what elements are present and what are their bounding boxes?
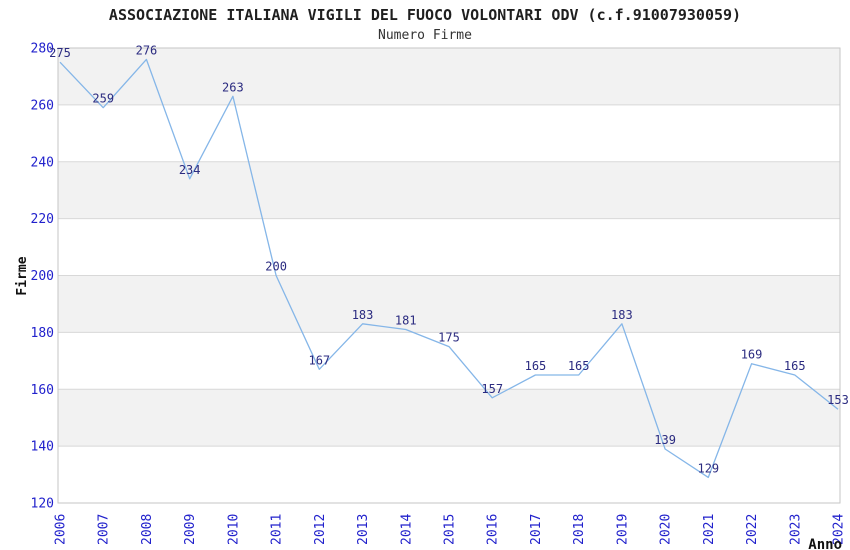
data-point-label: 263 xyxy=(222,80,244,94)
chart-subtitle: Numero Firme xyxy=(378,28,472,43)
grid-band xyxy=(58,48,840,105)
y-tick-label: 260 xyxy=(31,98,54,113)
y-tick-label: 280 xyxy=(31,42,54,57)
chart-title: ASSOCIAZIONE ITALIANA VIGILI DEL FUOCO V… xyxy=(108,6,742,24)
y-axis-label: Firme xyxy=(15,256,30,295)
plot-border-rect xyxy=(57,47,841,504)
x-tick-label: 2023 xyxy=(788,514,803,545)
plot-border xyxy=(57,47,841,504)
y-tick-label: 220 xyxy=(31,212,54,227)
x-tick-label: 2024 xyxy=(832,514,847,545)
y-tick-label: 180 xyxy=(31,326,54,341)
x-tick-label: 2010 xyxy=(226,514,241,545)
grid-band xyxy=(58,161,840,219)
x-tick-label: 2011 xyxy=(270,514,285,545)
x-tick-label: 2014 xyxy=(399,514,414,545)
data-point-label: 183 xyxy=(611,308,633,322)
data-point-label: 259 xyxy=(92,92,114,106)
x-tick-label: 2019 xyxy=(615,514,630,545)
y-tick-label: 140 xyxy=(31,440,54,455)
x-tick-label: 2012 xyxy=(313,514,328,545)
x-tick-label: 2009 xyxy=(183,514,198,545)
x-tick-label: 2021 xyxy=(702,514,717,545)
data-point-label: 234 xyxy=(179,163,201,177)
x-tick-labels: 2006 2007 2008 2009 2010 2011 2012 2013 2014 2015… xyxy=(54,514,847,545)
data-point-label: 183 xyxy=(352,308,374,322)
x-axis-label: Anno xyxy=(808,537,842,550)
y-tick-label: 200 xyxy=(31,269,54,284)
grid-band xyxy=(58,389,840,447)
data-point-label: 165 xyxy=(568,359,590,373)
x-tick-label: 2015 xyxy=(443,514,458,545)
y-tick-label: 240 xyxy=(31,155,54,170)
x-tick-label: 2013 xyxy=(356,514,371,545)
y-tick-label: 160 xyxy=(31,383,54,398)
data-point-label: 157 xyxy=(481,382,503,396)
series-line-group xyxy=(59,58,839,479)
x-tick-label: 2017 xyxy=(529,514,544,545)
grid-band xyxy=(58,275,840,333)
data-point-label: 129 xyxy=(697,461,719,475)
x-tick-label: 2006 xyxy=(54,514,69,545)
data-point-label: 275 xyxy=(49,46,71,60)
x-tick-label: 2016 xyxy=(486,514,501,545)
data-point-label: 175 xyxy=(438,331,460,345)
x-tick-label: 2007 xyxy=(97,514,112,545)
data-point-label: 169 xyxy=(741,348,763,362)
data-point-label: 165 xyxy=(784,359,806,373)
data-point-labels: 275 259 276 234 263 200 167 183 181 175 157 165 165 1… xyxy=(49,43,849,475)
data-point-label: 276 xyxy=(136,43,158,57)
grid-bands xyxy=(58,48,840,447)
x-tick-label: 2018 xyxy=(572,514,587,545)
data-point-label: 165 xyxy=(525,359,547,373)
y-tick-labels: 120 140 160 180 200 220 240 260 280 xyxy=(31,42,54,512)
data-point-label: 181 xyxy=(395,314,417,328)
data-point-label: 153 xyxy=(827,393,849,407)
data-point-label: 167 xyxy=(308,353,330,367)
data-point-label: 200 xyxy=(265,260,287,274)
data-point-label: 139 xyxy=(654,433,676,447)
x-tick-label: 2020 xyxy=(659,514,674,545)
y-tick-label: 120 xyxy=(31,497,54,512)
x-tick-label: 2022 xyxy=(745,514,760,545)
x-tick-label: 2008 xyxy=(140,514,155,545)
series-line xyxy=(59,58,839,479)
